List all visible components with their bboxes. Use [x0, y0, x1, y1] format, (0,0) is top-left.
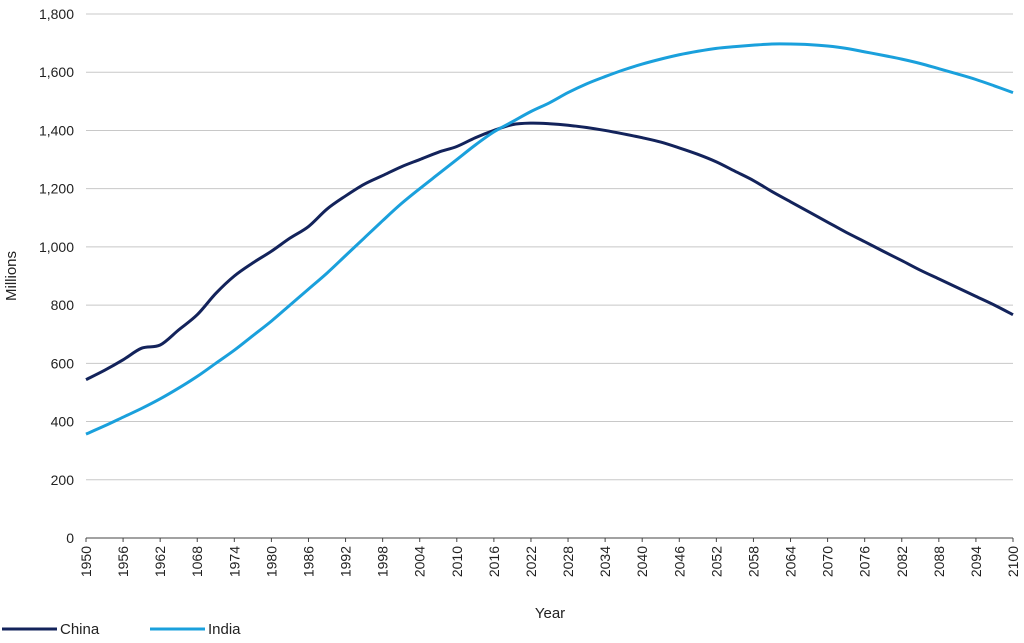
y-axis-title: Millions — [3, 251, 20, 301]
x-tick-label: 2064 — [783, 546, 799, 577]
legend-label-india: India — [208, 621, 241, 638]
y-tick-label: 400 — [51, 414, 75, 430]
x-tick-label: 1992 — [338, 546, 354, 577]
x-tick-label: 2004 — [412, 546, 428, 577]
x-tick-label: 1986 — [300, 546, 316, 577]
x-tick-label: 1974 — [226, 546, 242, 577]
y-tick-label: 800 — [51, 297, 75, 313]
x-tick-label: 2100 — [1005, 546, 1021, 577]
y-tick-label: 1,400 — [39, 122, 74, 138]
y-tick-label: 1,000 — [39, 239, 74, 255]
x-tick-label: 2088 — [931, 546, 947, 577]
x-tick-label: 1980 — [263, 546, 279, 577]
gridlines — [86, 13, 1013, 481]
x-tick-label: 2052 — [708, 546, 724, 577]
x-tick-label: 1068 — [189, 546, 205, 577]
axes: 0 200 400 600 800 1,000 1,200 1,400 1,600 1,800 19… — [39, 6, 1021, 577]
x-tick-label: 2058 — [745, 546, 761, 577]
x-tick-label: 2022 — [523, 546, 539, 577]
series-line-india — [85, 42, 1014, 436]
x-tick-label: 2034 — [597, 546, 613, 577]
x-tick-label: 1956 — [115, 546, 131, 577]
x-tick-label: 1998 — [375, 546, 391, 577]
x-tick-label: 1962 — [152, 546, 168, 577]
y-tick-label: 600 — [51, 355, 75, 371]
x-tick-label: 2046 — [671, 546, 687, 577]
x-tick-label: 2010 — [449, 546, 465, 577]
y-tick-label: 200 — [51, 472, 75, 488]
x-tick-label: 2094 — [968, 546, 984, 577]
x-tick-label: 2076 — [857, 546, 873, 577]
series-line-china — [85, 121, 1014, 381]
legend-label-china: China — [60, 621, 100, 638]
legend: China India — [2, 621, 241, 638]
y-tick-label: 1,600 — [39, 64, 74, 80]
x-tick-label: 2016 — [486, 546, 502, 577]
x-axis-title: Year — [535, 605, 565, 622]
y-tick-label: 1,800 — [39, 6, 74, 22]
x-tick-label: 2070 — [820, 546, 836, 577]
series-lines — [85, 42, 1014, 436]
x-tick-label: 2040 — [634, 546, 650, 577]
y-tick-label: 0 — [66, 530, 74, 546]
x-tick-label: 2028 — [560, 546, 576, 577]
x-tick-label: 1950 — [78, 546, 94, 577]
y-tick-label: 1,200 — [39, 181, 74, 197]
x-tick-label: 2082 — [894, 546, 910, 577]
